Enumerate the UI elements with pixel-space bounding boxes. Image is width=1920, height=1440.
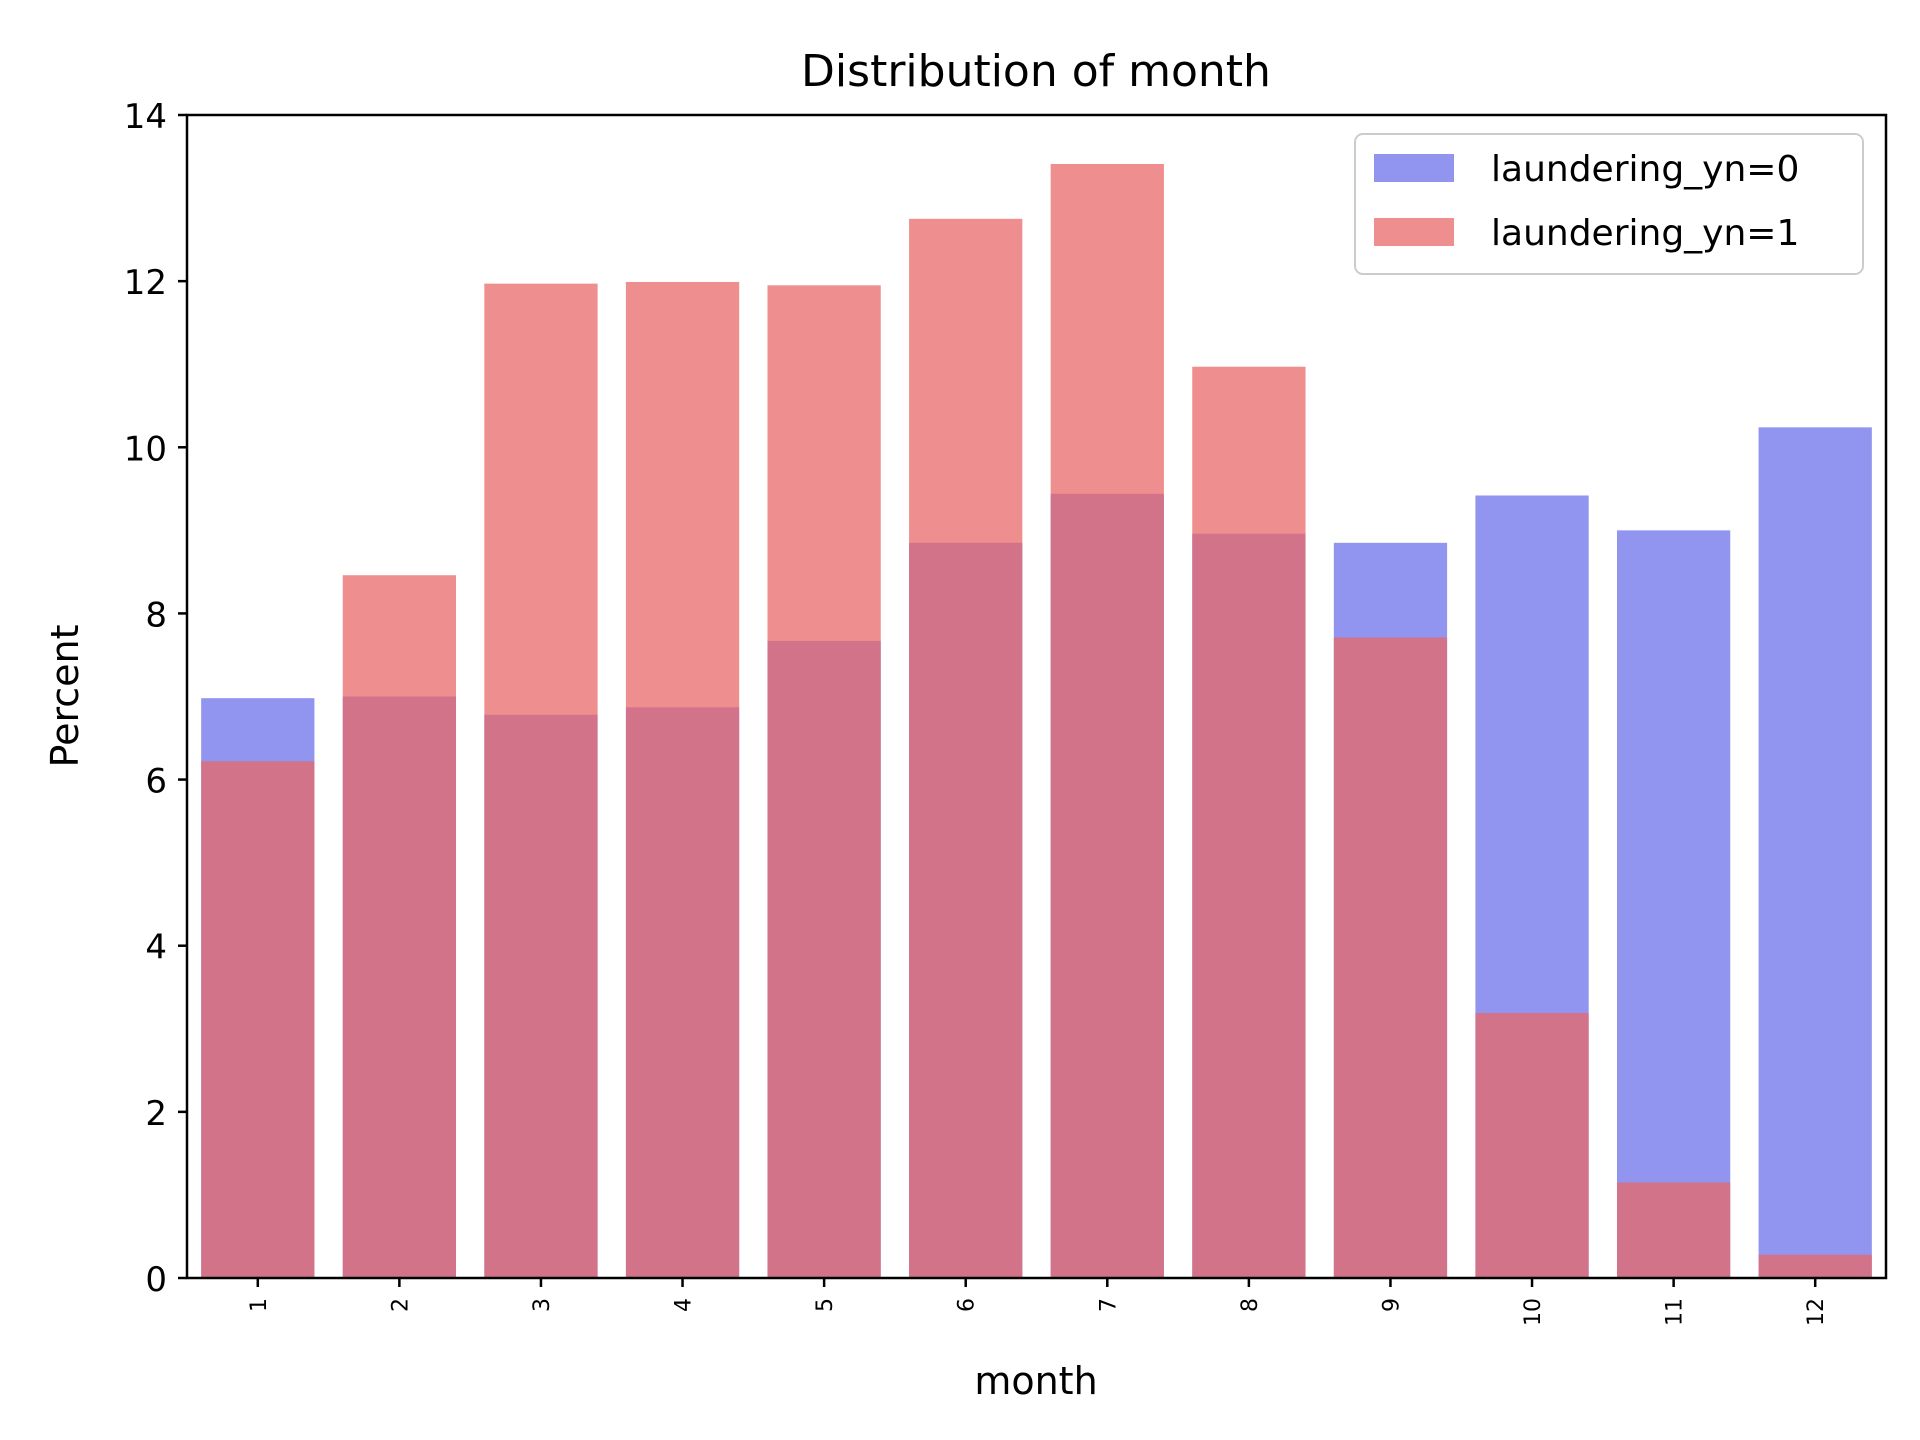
y-tick-label-6: 6 bbox=[145, 762, 167, 802]
bar-series-1-month-3 bbox=[484, 283, 598, 1278]
bar-series-1-month-8 bbox=[1192, 366, 1306, 1279]
x-tick-label-6: 6 bbox=[955, 1298, 980, 1312]
x-tick-label-4: 4 bbox=[672, 1298, 697, 1312]
bar-series-1-month-5 bbox=[767, 285, 881, 1278]
legend-label-series-0: laundering_yn=0 bbox=[1491, 149, 1799, 190]
bar-series-1-month-6 bbox=[909, 218, 1023, 1279]
chart-title: Distribution of month bbox=[801, 46, 1271, 97]
bar-series-1-month-12 bbox=[1758, 1254, 1872, 1278]
bar-series-1-month-11 bbox=[1616, 1182, 1731, 1278]
x-tick-label-11: 11 bbox=[1663, 1298, 1688, 1326]
x-tick-label-10: 10 bbox=[1521, 1298, 1546, 1326]
bar-series-1-month-1 bbox=[201, 761, 315, 1278]
y-tick-label-8: 8 bbox=[145, 595, 167, 635]
legend-frame bbox=[1354, 133, 1864, 275]
plot-frame bbox=[185, 113, 1888, 1280]
y-tick-label-2: 2 bbox=[145, 1094, 167, 1134]
x-tick-label-7: 7 bbox=[1096, 1298, 1121, 1312]
y-axis-label: Percent bbox=[43, 625, 87, 768]
bar-series-1-month-10 bbox=[1475, 1013, 1589, 1278]
y-axis: 0 2 4 6 8 10 12 14 bbox=[124, 97, 187, 1300]
bar-series-1-month-7 bbox=[1050, 164, 1164, 1278]
y-tick-label-0: 0 bbox=[145, 1260, 167, 1300]
y-tick-label-4: 4 bbox=[145, 928, 167, 968]
y-tick-label-12: 12 bbox=[124, 263, 167, 303]
bar-series-0-month-11 bbox=[1616, 530, 1731, 1278]
bar-series-0-month-12 bbox=[1758, 427, 1872, 1279]
bar-series-1-month-2 bbox=[342, 575, 457, 1278]
x-tick-label-3: 3 bbox=[530, 1298, 555, 1312]
y-tick-label-10: 10 bbox=[124, 429, 167, 469]
x-tick-label-5: 5 bbox=[813, 1298, 838, 1312]
x-tick-label-8: 8 bbox=[1238, 1298, 1263, 1312]
x-axis-label: month bbox=[974, 1359, 1097, 1403]
y-tick-label-14: 14 bbox=[124, 97, 167, 137]
legend-swatch-series-0 bbox=[1374, 154, 1454, 182]
x-tick-label-2: 2 bbox=[388, 1298, 413, 1312]
x-tick-label-12: 12 bbox=[1804, 1298, 1829, 1326]
bar-series-1-month-9 bbox=[1333, 637, 1448, 1278]
legend-swatch-series-1 bbox=[1374, 218, 1454, 246]
legend-label-series-1: laundering_yn=1 bbox=[1491, 213, 1799, 254]
bars-group bbox=[201, 164, 1872, 1279]
x-tick-label-1: 1 bbox=[247, 1298, 272, 1312]
legend: laundering_yn=0 laundering_yn=1 bbox=[1354, 133, 1864, 275]
bar-series-1-month-4 bbox=[625, 281, 740, 1279]
x-tick-label-9: 9 bbox=[1379, 1298, 1404, 1312]
x-axis: 1 2 3 4 5 6 7 8 9 10 11 12 bbox=[247, 1278, 1829, 1326]
